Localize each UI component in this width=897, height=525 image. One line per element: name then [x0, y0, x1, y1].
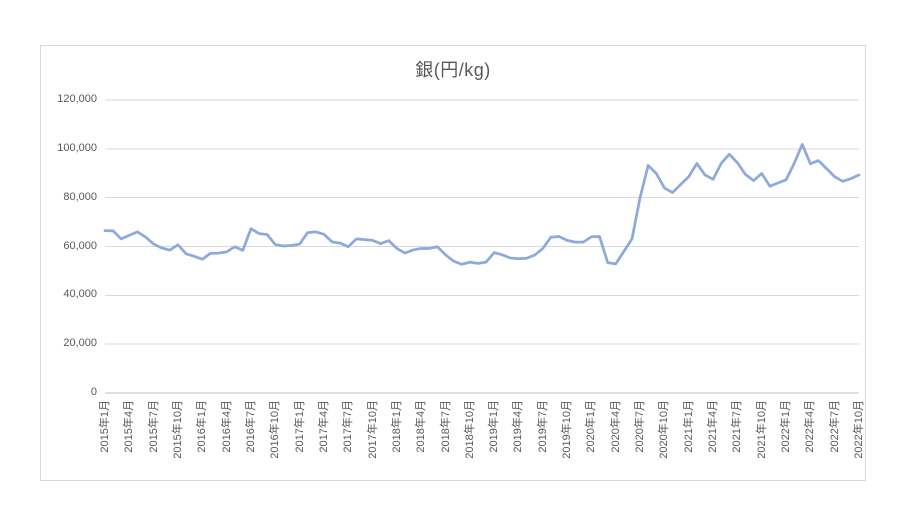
- y-tick-label: 40,000: [63, 288, 97, 301]
- x-tick-label: 2022年7月: [828, 400, 841, 453]
- x-tick-label: 2018年7月: [439, 400, 452, 453]
- y-tick-label: 20,000: [63, 337, 97, 350]
- chart-title: 銀(円/kg): [415, 60, 491, 80]
- x-tick-label: 2021年1月: [682, 400, 695, 453]
- x-tick-label: 2018年10月: [463, 400, 476, 459]
- x-tick-label: 2017年1月: [293, 400, 306, 453]
- x-tick-label: 2018年4月: [415, 400, 428, 453]
- x-tick-label: 2021年10月: [755, 400, 768, 459]
- x-tick-label: 2016年10月: [269, 400, 282, 459]
- x-tick-label: 2022年4月: [804, 400, 817, 453]
- x-tick-label: 2017年10月: [366, 400, 379, 459]
- y-tick-label: 120,000: [57, 93, 97, 105]
- silver-price-line: [103, 143, 861, 266]
- y-tick-label: 100,000: [57, 141, 97, 154]
- x-tick-label: 2020年7月: [634, 400, 647, 453]
- x-tick-label: 2022年1月: [780, 400, 793, 453]
- x-tick-label: 2016年1月: [196, 400, 209, 453]
- x-tick-label: 2019年1月: [488, 400, 501, 453]
- x-tick-label: 2022年10月: [853, 400, 865, 459]
- x-tick-label: 2015年4月: [123, 400, 136, 453]
- x-tick-label: 2016年4月: [220, 400, 233, 453]
- x-tick-label: 2020年1月: [585, 400, 598, 453]
- x-tick-label: 2015年10月: [171, 400, 184, 459]
- x-tick-label: 2017年7月: [342, 400, 355, 453]
- x-tick-label: 2018年1月: [390, 400, 403, 453]
- x-tick-label: 2019年4月: [512, 400, 525, 453]
- x-tick-label: 2017年4月: [317, 400, 330, 453]
- x-tick-label: 2020年4月: [609, 400, 622, 453]
- plot-area: [103, 99, 861, 394]
- y-tick-label: 60,000: [63, 239, 97, 252]
- x-tick-label: 2015年7月: [147, 400, 160, 453]
- y-tick-label: 0: [90, 386, 97, 398]
- x-tick-label: 2020年10月: [658, 400, 671, 459]
- chart-card: 銀(円/kg) 0 20,000 40,000 60,000 80,000 100,000…: [40, 45, 866, 481]
- x-tick-label: 2021年4月: [707, 400, 720, 453]
- x-tick-label: 2016年7月: [244, 400, 257, 453]
- x-tick-label: 2019年10月: [561, 400, 574, 459]
- x-tick-label: 2021年7月: [731, 400, 744, 453]
- x-tick-label: 2019年7月: [536, 400, 549, 453]
- y-tick-label: 80,000: [63, 190, 97, 203]
- x-tick-label: 2015年1月: [99, 400, 111, 453]
